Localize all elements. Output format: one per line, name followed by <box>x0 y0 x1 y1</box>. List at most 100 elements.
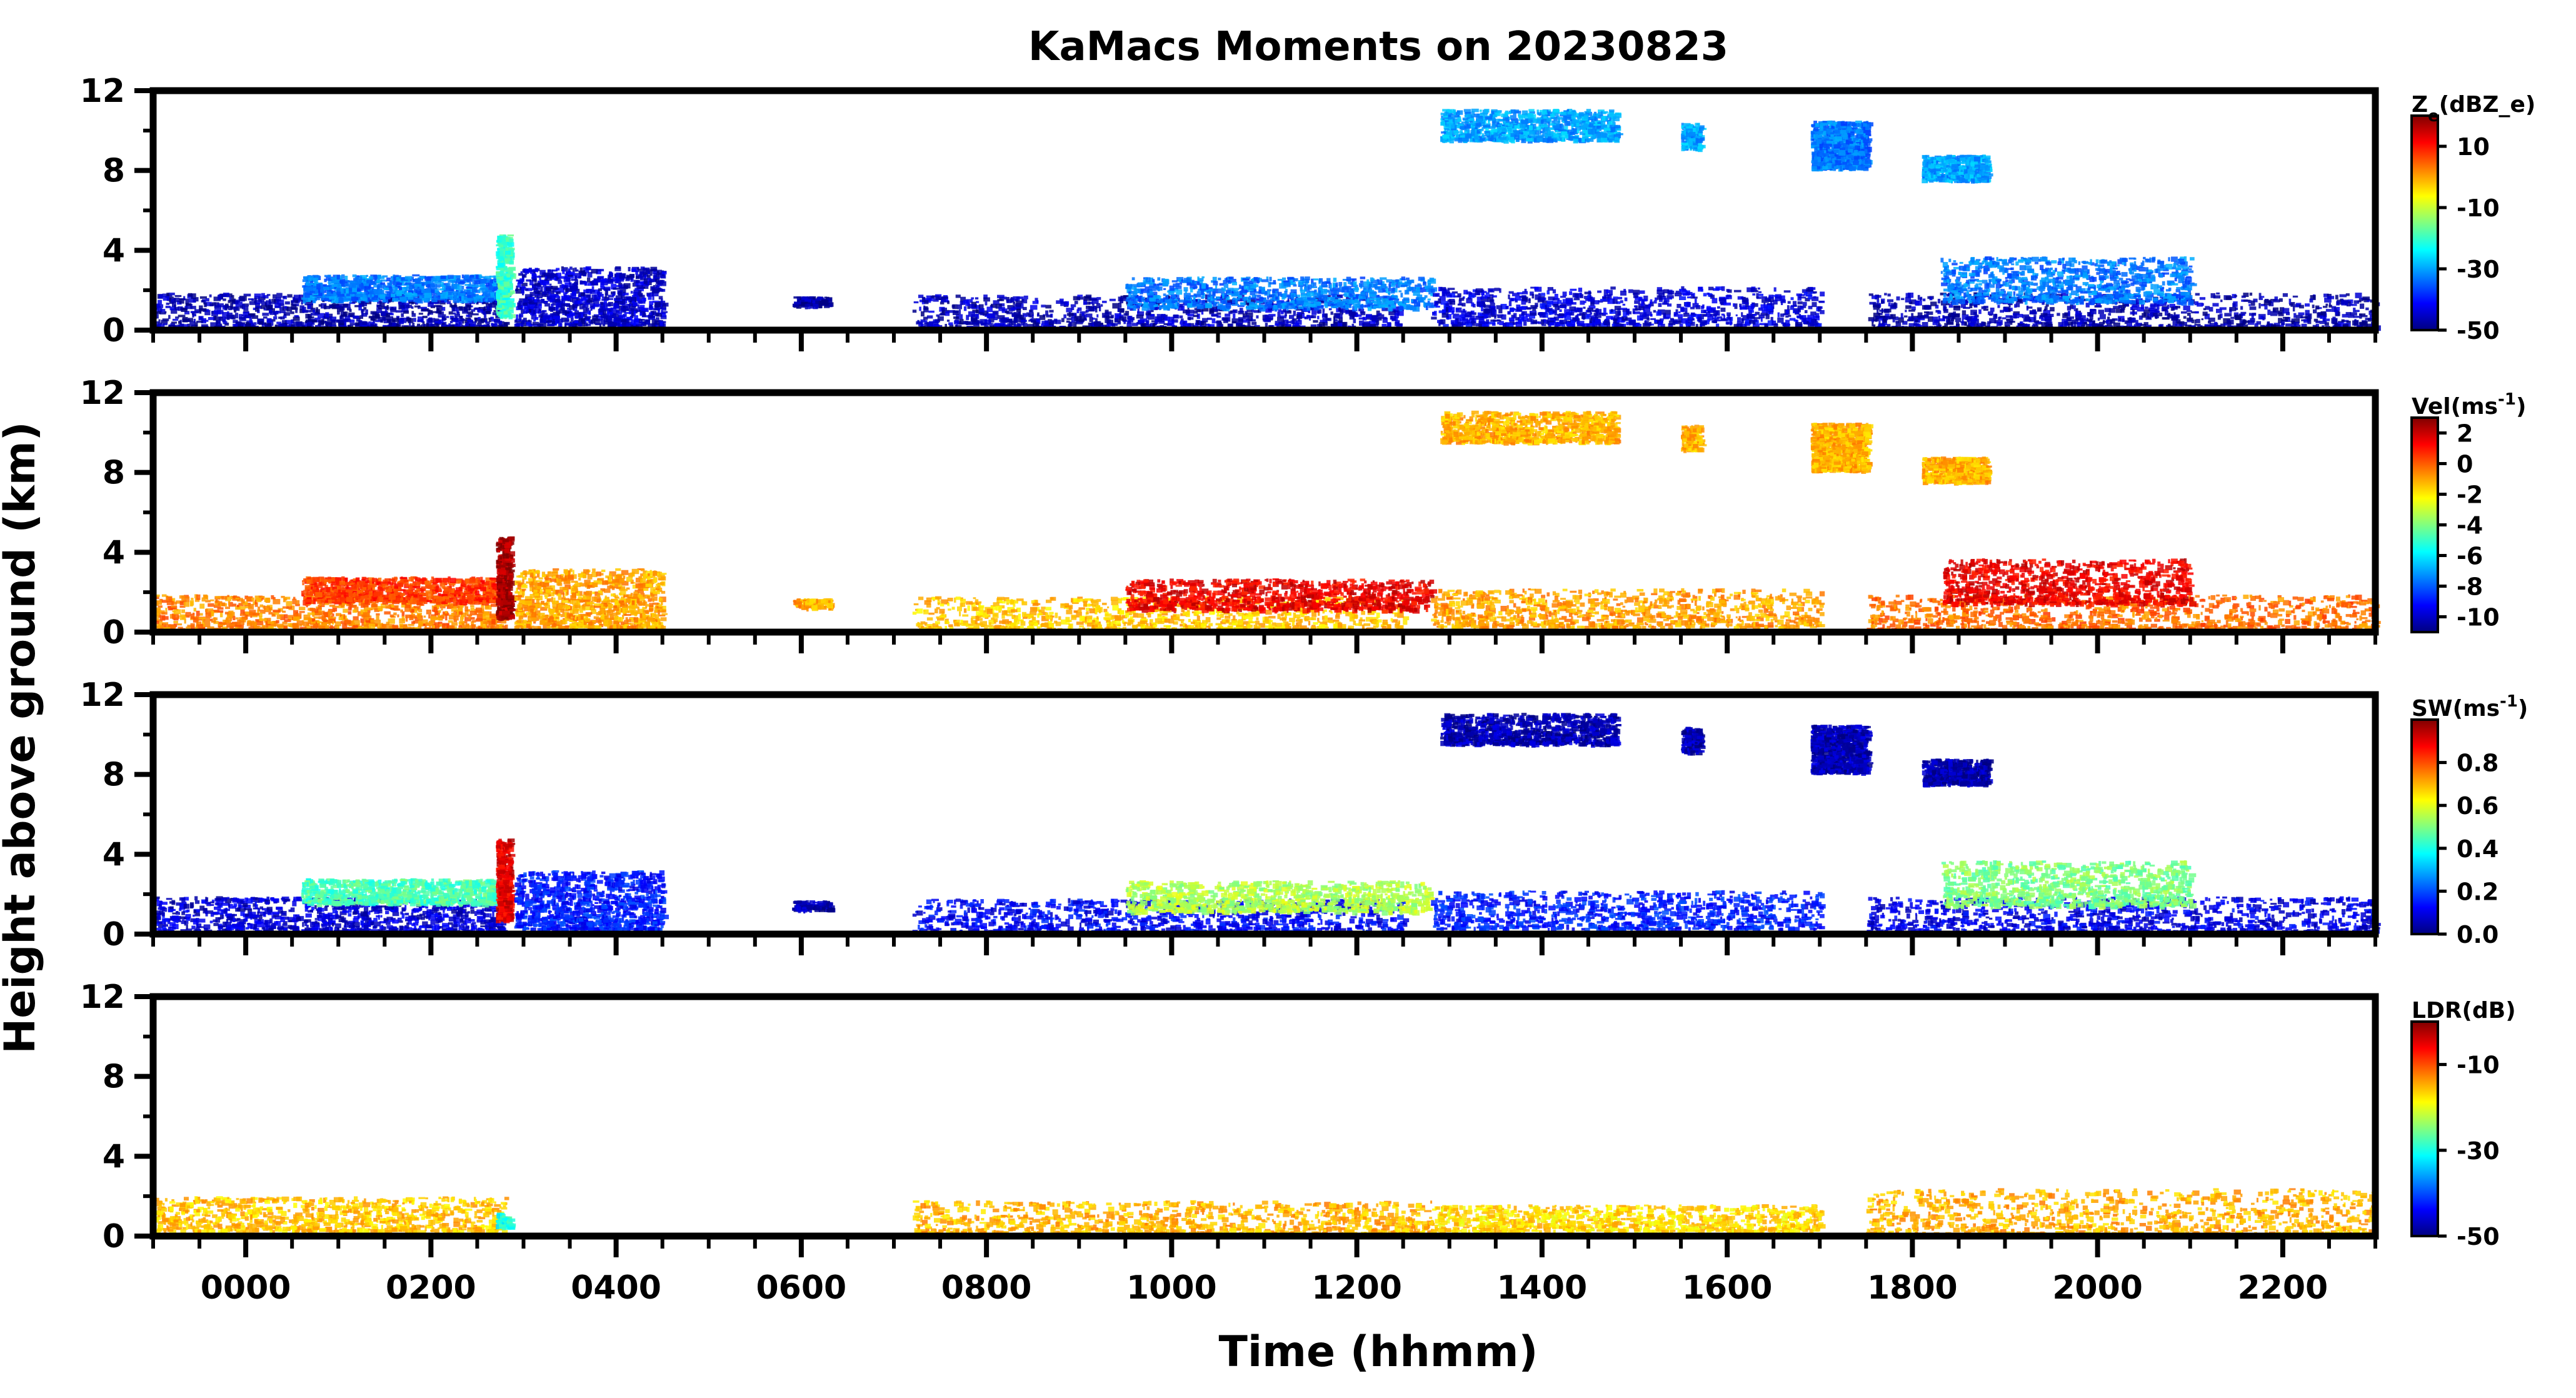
echo-cell <box>498 304 502 308</box>
echo-cell <box>302 307 306 313</box>
echo-cell <box>579 306 584 309</box>
echo-cell <box>1331 303 1333 306</box>
echo-cell <box>224 305 228 311</box>
echo-cell <box>588 298 593 303</box>
echo-cell <box>1158 288 1160 291</box>
echo-cell <box>508 302 513 308</box>
echo-cell <box>333 292 336 296</box>
echo-cell <box>313 278 318 281</box>
echo-cell <box>546 320 552 323</box>
echo-cell <box>262 313 269 316</box>
echo-cell <box>255 308 259 312</box>
echo-cell <box>981 323 987 326</box>
echo-cell <box>1282 304 1285 309</box>
echo-cell <box>308 278 312 281</box>
echo-cell <box>1115 318 1119 322</box>
echo-cell <box>1342 287 1349 292</box>
echo-cell <box>1353 281 1357 286</box>
echo-cell <box>313 309 315 313</box>
echo-cell <box>813 304 818 309</box>
echo-cell <box>1246 315 1249 321</box>
echo-cell <box>1317 316 1319 319</box>
echo-cell <box>469 319 473 324</box>
echo-cell <box>1024 296 1028 299</box>
echo-cell <box>1096 303 1100 308</box>
echo-cell <box>1096 314 1098 318</box>
echo-cell <box>377 279 381 283</box>
echo-cell <box>628 267 631 271</box>
echo-cell <box>530 292 534 297</box>
echo-cell <box>1211 314 1218 316</box>
echo-cell <box>1391 283 1395 286</box>
echo-cell <box>491 323 493 326</box>
echo-cell <box>496 240 501 243</box>
echo-cell <box>966 315 969 320</box>
echo-cell <box>485 319 487 323</box>
echo-cell <box>387 305 389 311</box>
echo-cell <box>1626 322 1628 326</box>
echo-cell <box>1313 320 1318 323</box>
echo-cell <box>1138 309 1140 313</box>
echo-cell <box>469 282 471 285</box>
echo-cell <box>1075 301 1078 304</box>
echo-cell <box>562 269 564 274</box>
echo-cell <box>528 297 534 299</box>
echo-cell <box>1367 298 1369 303</box>
x-axis-label: Time (hhmm) <box>1218 1327 1538 1377</box>
echo-cell <box>387 319 390 322</box>
echo-cell <box>1355 306 1358 309</box>
echo-cell <box>793 296 801 299</box>
echo-cell <box>359 284 364 289</box>
echo-cell <box>1428 279 1431 283</box>
echo-cell <box>662 271 667 274</box>
echo-cell <box>1295 304 1297 306</box>
echo-cell <box>566 271 571 275</box>
echo-cell <box>1128 291 1131 293</box>
echo-cell <box>508 271 513 275</box>
echo-cell <box>629 311 631 314</box>
echo-cell <box>568 274 573 276</box>
echo-cell <box>1199 300 1205 304</box>
echo-cell <box>226 314 234 319</box>
echo-cell <box>633 302 638 306</box>
echo-cell <box>1251 317 1253 319</box>
echo-cell <box>549 284 552 286</box>
echo-cell <box>208 317 214 320</box>
echo-cell <box>259 321 263 325</box>
echo-cell <box>453 318 459 322</box>
echo-cell <box>291 300 294 303</box>
echo-cell <box>1223 318 1228 323</box>
echo-cell <box>1133 305 1136 311</box>
echo-cell <box>1295 323 1300 326</box>
echo-cell <box>500 271 504 276</box>
echo-cell <box>291 304 297 309</box>
echo-cells <box>153 109 2381 332</box>
echo-cell <box>378 276 385 279</box>
echo-cell <box>1308 298 1315 301</box>
echo-cell <box>613 288 620 290</box>
echo-cell <box>1353 297 1355 300</box>
echo-cell <box>1313 278 1319 280</box>
echo-cell <box>1016 303 1021 307</box>
echo-cell <box>623 314 626 317</box>
echo-cell <box>971 298 974 299</box>
echo-cell <box>1246 306 1251 309</box>
echo-cell <box>472 287 478 292</box>
echo-cell <box>1298 318 1300 321</box>
echo-cell <box>1414 301 1420 306</box>
echo-cell <box>450 321 453 323</box>
echo-cell <box>1278 309 1282 313</box>
echo-cell <box>483 280 487 283</box>
echo-cell <box>1158 296 1161 299</box>
echo-cell <box>1213 281 1218 285</box>
echo-cell <box>569 296 572 298</box>
echo-cell <box>565 276 569 279</box>
echo-cell <box>1331 311 1333 314</box>
echo-cell <box>590 308 592 311</box>
echo-cell <box>636 285 643 289</box>
echo-cell <box>1225 314 1230 317</box>
echo-cell <box>190 306 196 309</box>
echo-cell <box>373 297 378 300</box>
echo-cell <box>276 311 281 314</box>
echo-cell <box>366 275 368 277</box>
